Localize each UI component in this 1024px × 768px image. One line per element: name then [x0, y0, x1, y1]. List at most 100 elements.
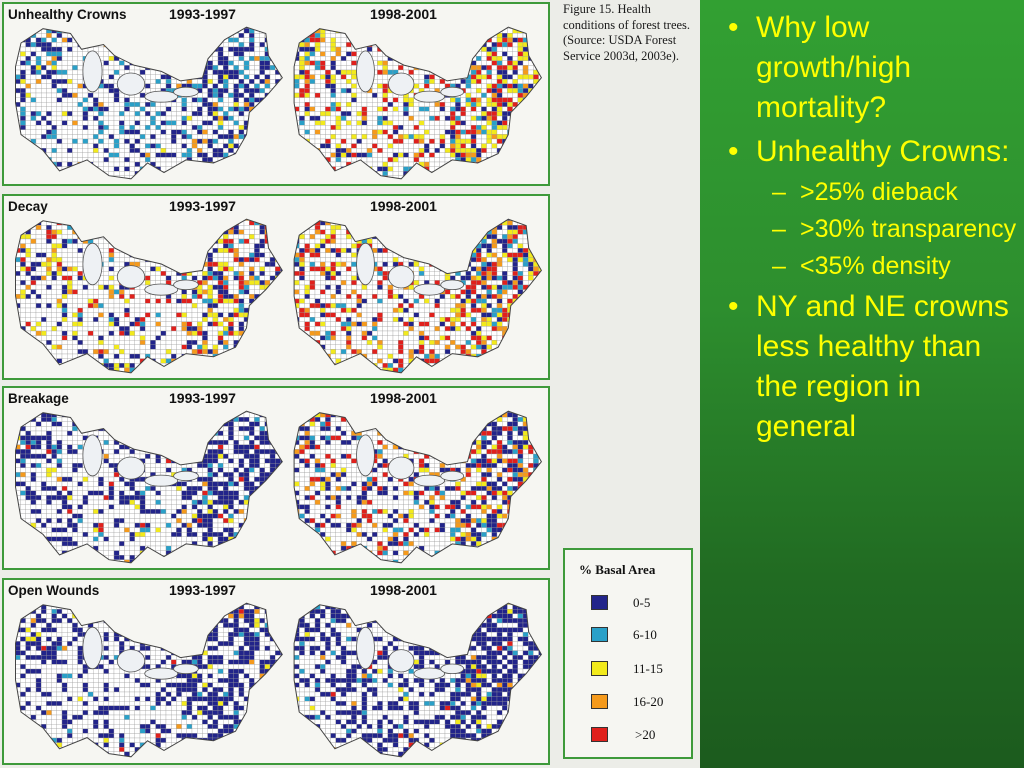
map-late: [293, 26, 543, 180]
county-cell: [165, 115, 172, 121]
county-cell: [294, 138, 295, 144]
county-cell: [280, 294, 283, 299]
county-cell: [108, 27, 115, 29]
county-cell: [377, 28, 383, 34]
county-cell: [25, 42, 31, 48]
county-cell: [108, 289, 115, 295]
county-cell: [325, 88, 331, 94]
county-cell: [309, 166, 316, 172]
county-cell: [165, 152, 172, 158]
county-cell: [275, 33, 281, 38]
county-cell: [356, 115, 362, 121]
county-cell: [314, 157, 321, 163]
county-cell: [119, 106, 125, 112]
county-cell: [61, 157, 68, 163]
county-cell: [502, 74, 508, 80]
county-cell: [465, 56, 472, 61]
county-cell: [35, 261, 42, 267]
county-cell: [134, 238, 141, 244]
county-cell: [522, 143, 529, 149]
county-cell: [46, 33, 52, 38]
county-cell: [87, 317, 94, 322]
county-cell: [335, 111, 342, 117]
county-cell: [320, 88, 326, 94]
county-cell: [165, 120, 172, 126]
county-cell: [119, 143, 125, 149]
county-cell: [103, 69, 109, 75]
county-cell: [202, 238, 208, 244]
county-cell: [418, 143, 425, 149]
county-cell: [398, 171, 404, 176]
county-cell: [87, 321, 94, 327]
county-cell: [269, 92, 276, 98]
county-cell: [77, 88, 83, 94]
county-cell: [98, 28, 104, 34]
county-cell: [166, 180, 171, 182]
county-cell: [87, 294, 94, 299]
county-cell: [228, 298, 234, 304]
county-cell: [56, 33, 63, 38]
county-cell: [181, 125, 187, 130]
county-cell: [82, 229, 89, 235]
county-cell: [403, 37, 409, 43]
county-cell: [145, 175, 151, 179]
county-cell: [254, 180, 259, 182]
county-cell: [223, 175, 229, 179]
county-cell: [171, 252, 177, 258]
county-cell: [82, 28, 89, 34]
county-cell: [476, 28, 482, 34]
county-cell: [280, 284, 283, 290]
county-cell: [119, 102, 125, 107]
county-cell: [243, 166, 250, 172]
county-cell: [254, 56, 260, 61]
county-cell: [160, 266, 167, 272]
county-cell: [103, 79, 109, 84]
county-cell: [429, 27, 435, 29]
county-cell: [155, 271, 161, 276]
county-cell: [150, 27, 156, 29]
county-cell: [46, 42, 52, 48]
county-cell: [455, 129, 461, 135]
county-cell: [455, 56, 461, 61]
county-cell: [93, 307, 99, 313]
county-cell: [294, 65, 300, 71]
county-cell: [139, 307, 146, 313]
county-cell: [51, 51, 57, 57]
county-cell: [191, 129, 198, 135]
county-cell: [30, 303, 37, 309]
county-cell: [460, 143, 466, 149]
county-cell: [15, 220, 21, 226]
county-cell: [72, 220, 78, 226]
county-cell: [424, 111, 430, 117]
county-cell: [207, 37, 213, 43]
county-cell: [202, 289, 208, 295]
county-cell: [61, 42, 68, 48]
county-cell: [25, 51, 31, 57]
county-cell: [233, 284, 239, 290]
county-cell: [465, 175, 472, 179]
county-cell: [171, 219, 177, 221]
county-cell: [528, 115, 534, 121]
county-cell: [113, 219, 120, 221]
county-cell: [171, 28, 177, 34]
county-cell: [528, 111, 534, 117]
county-cell: [465, 148, 472, 153]
county-cell: [181, 312, 187, 318]
county-cell: [165, 234, 172, 240]
county-cell: [522, 125, 529, 130]
county-cell: [512, 171, 518, 176]
county-cell: [15, 171, 21, 176]
county-cell: [243, 171, 250, 176]
county-cell: [512, 56, 518, 61]
county-cell: [67, 42, 73, 48]
county-cell: [238, 115, 245, 121]
county-cell: [197, 83, 203, 89]
county-cell: [186, 42, 193, 48]
county-cell: [165, 225, 172, 230]
county-cell: [372, 28, 378, 34]
county-cell: [129, 330, 135, 336]
county-cell: [280, 111, 283, 117]
county-cell: [481, 138, 487, 144]
county-cell: [15, 152, 21, 158]
county-cell: [212, 225, 219, 230]
